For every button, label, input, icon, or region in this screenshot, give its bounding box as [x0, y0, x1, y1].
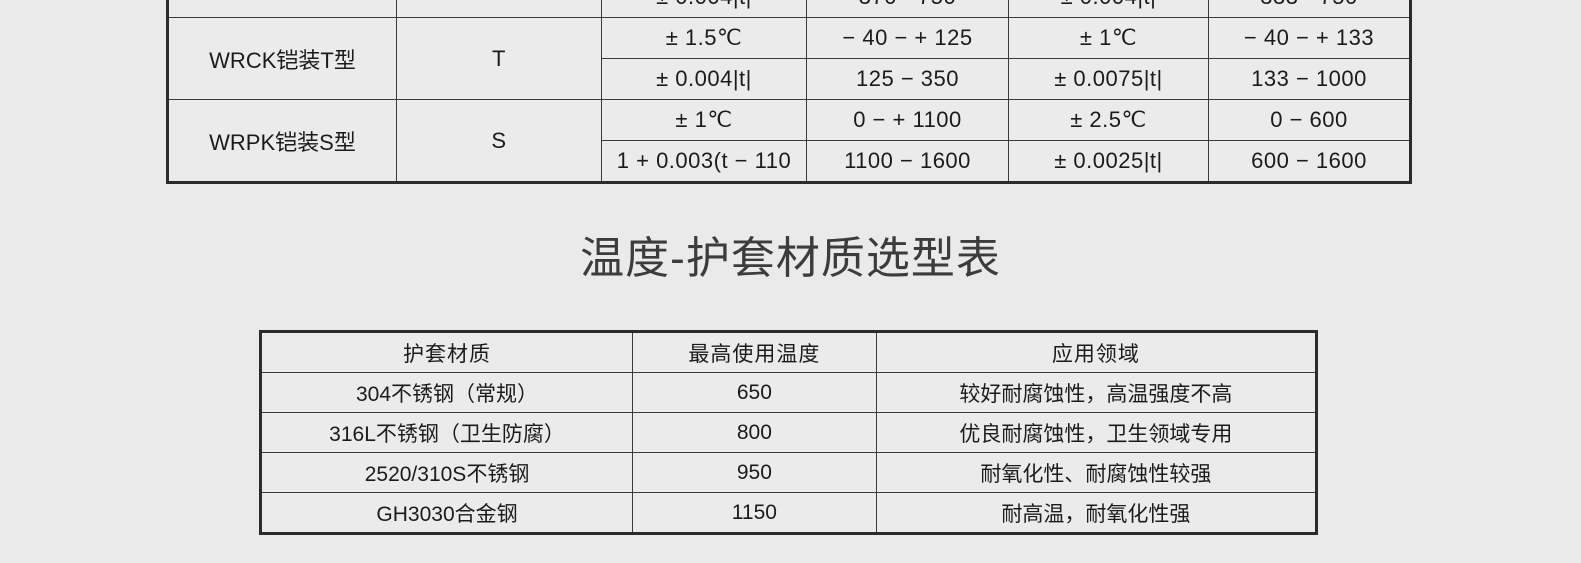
cell-material: 2520/310S不锈钢 — [259, 452, 634, 493]
table-row: ± 0.004|t| 125 − 350 ± 0.0075|t| 133 − 1… — [168, 58, 1411, 100]
cell-type: T — [396, 17, 602, 100]
cell-accuracy: ± 0.004|t| — [601, 0, 807, 18]
cell-accuracy: ± 0.004|t| — [601, 58, 807, 100]
table-row: ± 0.004|t| 370 - 750 ± 0.004|t| 333 - 75… — [167, 0, 1411, 18]
table-row: WRCK铠装T型 T ± 1.5℃ − 40 − + 125 ± 1℃ − 40… — [167, 17, 1411, 100]
temperature-sheath-material-selection-table: 护套材质 最高使用温度 应用领域 304不锈钢（常规） 650 较好耐腐蚀性，高… — [259, 330, 1318, 535]
column-header-max-temp: 最高使用温度 — [632, 331, 877, 373]
cell-accuracy: 1 + 0.003(t − 110 — [601, 140, 807, 183]
cell-accuracy: ± 1.5℃ — [601, 17, 807, 59]
cell-material: GH3030合金钢 — [259, 492, 634, 534]
table-row: WRPK铠装S型 S ± 1℃ 0 − + 1100 ± 2.5℃ 0 − 60… — [167, 99, 1411, 183]
thermocouple-accuracy-table-container: ± 0.004|t| 370 - 750 ± 0.004|t| 333 - 75… — [166, 0, 1412, 184]
cell-model: WRCK铠装T型 — [167, 17, 397, 100]
cell-range: 125 − 350 — [806, 58, 1009, 100]
table-row: GH3030合金钢 1150 耐高温，耐氧化性强 — [259, 492, 1318, 534]
cell-range: 0 − + 1100 — [806, 99, 1009, 141]
table-row: 2520/310S不锈钢 950 耐氧化性、耐腐蚀性较强 — [259, 452, 1318, 493]
cell-range: 133 − 1000 — [1208, 58, 1411, 100]
cell-range: 333 - 750 — [1208, 0, 1411, 18]
cell-material: 316L不锈钢（卫生防腐） — [259, 412, 634, 453]
cell-accuracy: ± 0.0075|t| — [1008, 58, 1209, 100]
cell-max-temp: 950 — [632, 452, 877, 493]
cell-range: − 40 − + 133 — [1208, 17, 1411, 59]
cell-accuracy: ± 2.5℃ — [1008, 99, 1209, 141]
cell-accuracy: ± 1℃ — [1008, 17, 1209, 59]
cell-max-temp: 650 — [632, 372, 877, 413]
thermocouple-accuracy-table: ± 0.004|t| 370 - 750 ± 0.004|t| 333 - 75… — [166, 0, 1412, 184]
cell-application: 优良耐腐蚀性，卫生领域专用 — [875, 412, 1318, 453]
cell-range: 0 − 600 — [1208, 99, 1411, 141]
cell-max-temp: 800 — [632, 412, 877, 453]
table-row: 304不锈钢（常规） 650 较好耐腐蚀性，高温强度不高 — [259, 372, 1318, 413]
column-header-application: 应用领域 — [875, 331, 1318, 373]
cell-accuracy: ± 0.004|t| — [1008, 0, 1209, 18]
cell-model — [167, 0, 397, 18]
table-header-row: 护套材质 最高使用温度 应用领域 — [259, 331, 1318, 373]
cell-range: 1100 − 1600 — [806, 140, 1009, 183]
column-header-material: 护套材质 — [259, 331, 634, 373]
cell-accuracy: ± 0.0025|t| — [1008, 140, 1209, 183]
sheath-material-table-container: 护套材质 最高使用温度 应用领域 304不锈钢（常规） 650 较好耐腐蚀性，高… — [259, 330, 1318, 535]
cell-application: 较好耐腐蚀性，高温强度不高 — [875, 372, 1318, 413]
cell-material: 304不锈钢（常规） — [259, 372, 634, 413]
table-row: 1 + 0.003(t − 110 1100 − 1600 ± 0.0025|t… — [168, 140, 1411, 183]
cell-type: S — [396, 99, 602, 183]
cell-range: − 40 − + 125 — [806, 17, 1009, 59]
cell-type — [396, 0, 602, 18]
cell-max-temp: 1150 — [632, 492, 877, 534]
cell-range: 600 − 1600 — [1208, 140, 1411, 183]
cell-model: WRPK铠装S型 — [167, 99, 397, 183]
page-title: 温度-护套材质选型表 — [580, 234, 1001, 283]
cell-application: 耐氧化性、耐腐蚀性较强 — [875, 452, 1318, 493]
table-row: 316L不锈钢（卫生防腐） 800 优良耐腐蚀性，卫生领域专用 — [259, 412, 1318, 453]
cell-application: 耐高温，耐氧化性强 — [875, 492, 1318, 534]
cell-range: 370 - 750 — [806, 0, 1009, 18]
cell-accuracy: ± 1℃ — [601, 99, 807, 141]
